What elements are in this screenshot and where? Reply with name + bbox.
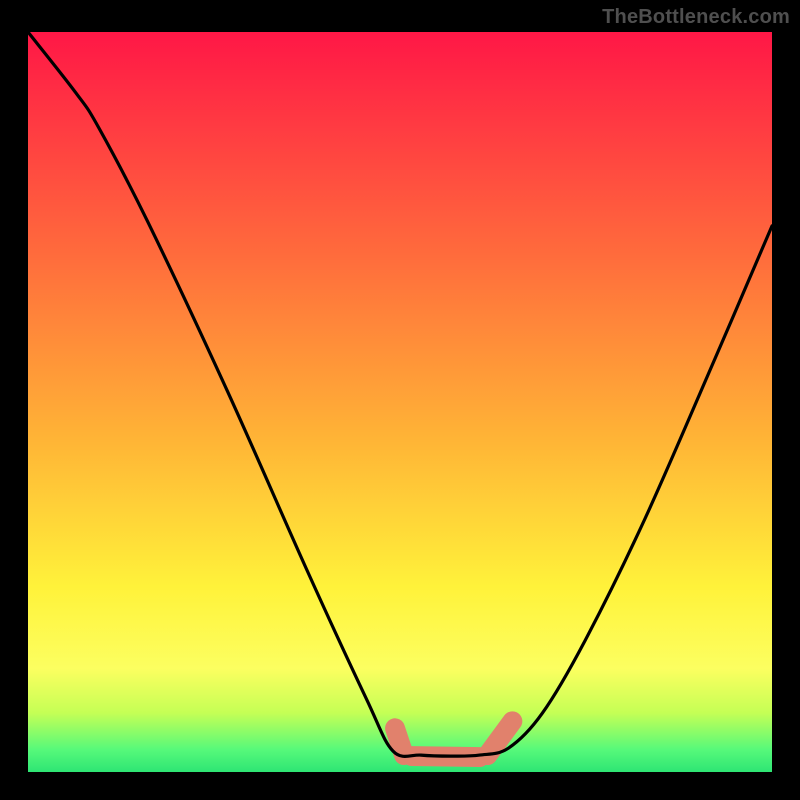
- plot-area: [26, 30, 774, 774]
- floor-marker-segment: [488, 721, 513, 755]
- floor-marker-group: [395, 721, 512, 757]
- watermark-text: TheBottleneck.com: [602, 6, 790, 29]
- bottleneck-curve-svg: [28, 32, 772, 772]
- bottleneck-curve-path: [28, 32, 772, 756]
- outer-container: TheBottleneck.com: [0, 0, 800, 800]
- floor-marker-segment: [395, 728, 404, 755]
